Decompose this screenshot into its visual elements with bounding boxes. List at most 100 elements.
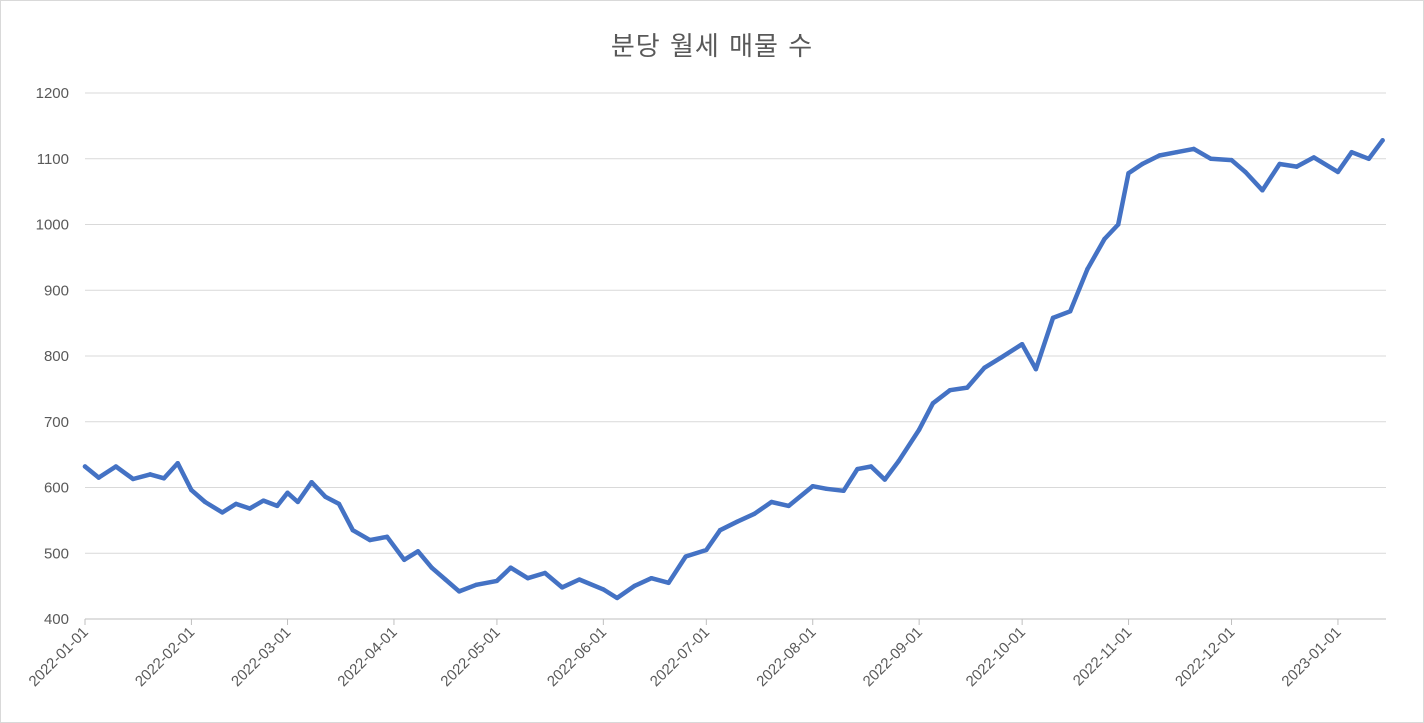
x-tick-label: 2022-11-01 (1070, 624, 1135, 689)
data-point (752, 511, 757, 516)
data-point (309, 480, 314, 485)
data-point (649, 576, 654, 581)
data-point (769, 499, 774, 505)
x-tick-label: 2022-05-01 (437, 624, 503, 690)
data-point (113, 464, 119, 469)
data-point (1277, 161, 1282, 167)
data-point (1067, 309, 1073, 314)
data-point (474, 582, 479, 588)
data-point (275, 503, 280, 509)
data-point (1126, 171, 1131, 176)
data-point (148, 472, 153, 477)
data-point (916, 427, 922, 432)
data-point (632, 583, 637, 589)
data-point (402, 557, 407, 563)
data-point (614, 595, 620, 601)
x-tick-label: 2022-10-01 (963, 624, 1029, 690)
data-point (1050, 315, 1056, 321)
data-point (947, 387, 953, 393)
y-tick-label: 600 (44, 480, 69, 497)
data-point (1294, 164, 1299, 169)
data-point (456, 589, 462, 594)
data-point (1191, 146, 1196, 152)
data-point (868, 464, 874, 469)
data-point (577, 577, 582, 582)
data-point (508, 565, 513, 570)
data-point (542, 570, 548, 576)
series-line (82, 138, 1385, 601)
data-point (1102, 236, 1107, 242)
data-point (1208, 156, 1214, 161)
data-point (824, 486, 829, 492)
data-point (443, 577, 448, 582)
series-layer (82, 138, 1385, 601)
data-point (601, 587, 606, 592)
data-point (261, 498, 266, 503)
data-point (882, 477, 888, 482)
x-axis-ticks: 2022-01-01 2022-02-01 2022-03-01 2022-04-01… (26, 624, 1345, 690)
data-point (96, 475, 101, 480)
data-point (1311, 155, 1317, 160)
data-point (1019, 341, 1025, 347)
y-tick-label: 700 (44, 414, 69, 431)
data-point (683, 554, 688, 559)
x-tick-label: 2022-12-01 (1172, 624, 1238, 690)
y-tick-label: 900 (44, 282, 69, 299)
data-point (130, 476, 136, 482)
x-tick-label: 2022-09-01 (860, 624, 926, 690)
data-point (494, 578, 500, 584)
data-point (855, 466, 860, 472)
y-tick-label: 1200 (36, 85, 69, 102)
x-tick-label: 2022-08-01 (753, 624, 819, 690)
data-point (1229, 157, 1234, 163)
y-tick-label: 1000 (36, 217, 69, 234)
data-point (841, 488, 846, 493)
data-point (323, 494, 328, 499)
data-point (810, 483, 815, 489)
data-point (1260, 188, 1265, 193)
chart-title: 분당 월세 매물 수 (610, 32, 814, 62)
data-point (1140, 161, 1145, 167)
data-point (415, 549, 421, 554)
y-tick-label: 800 (44, 348, 69, 365)
data-point (1033, 366, 1039, 372)
data-point (559, 585, 565, 590)
data-point (285, 490, 290, 495)
data-point (1116, 222, 1121, 227)
y-tick-label: 1100 (37, 151, 69, 168)
data-point (666, 580, 671, 586)
x-tick-label: 2022-01-01 (26, 624, 92, 690)
x-tick-label: 2023-01-01 (1278, 624, 1344, 690)
x-tick-label: 2022-02-01 (132, 624, 198, 690)
data-point (1380, 138, 1385, 143)
data-point (336, 501, 342, 507)
data-point (1243, 169, 1248, 175)
data-point (1157, 153, 1162, 158)
x-tick-label: 2022-03-01 (228, 624, 294, 690)
data-point (704, 547, 709, 553)
data-point (247, 506, 252, 511)
data-point (82, 464, 88, 469)
data-point (999, 355, 1004, 360)
data-point (189, 487, 194, 493)
y-tick-label: 500 (44, 545, 69, 562)
data-point (982, 365, 987, 371)
data-point (1335, 169, 1341, 175)
data-point (930, 401, 936, 406)
data-point (1366, 156, 1372, 161)
x-tick-label: 2022-07-01 (647, 624, 713, 690)
data-point (896, 459, 901, 464)
data-point (786, 503, 791, 509)
data-point (367, 537, 373, 543)
x-tick-label: 2022-06-01 (544, 624, 610, 690)
y-tick-label: 400 (44, 611, 69, 628)
data-point (429, 565, 434, 570)
data-point (350, 528, 355, 533)
x-axis (84, 618, 1386, 625)
data-point (525, 576, 531, 581)
data-point (175, 460, 180, 466)
data-point (735, 519, 740, 524)
y-axis-ticks: 400 500 600 700 800 900 1000 1100 1200 (36, 85, 69, 628)
data-point (384, 534, 390, 540)
